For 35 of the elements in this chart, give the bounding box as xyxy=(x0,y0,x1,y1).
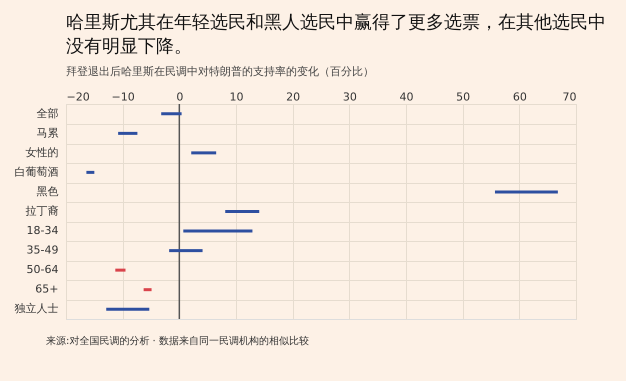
y-tick-label: 白葡萄酒 xyxy=(14,165,58,178)
bar xyxy=(144,288,152,292)
bar xyxy=(225,210,260,213)
y-tick-label: 65+ xyxy=(35,282,58,296)
y-tick-label: 黑色 xyxy=(36,184,58,198)
y-tick-label: 马累 xyxy=(36,126,58,140)
chart-title: 哈里斯尤其在年轻选民和黑人选民中赢得了更多选票，在其他选民中没有明显下降。 xyxy=(66,12,606,57)
y-tick-label: 全部 xyxy=(36,106,58,120)
bar xyxy=(161,112,182,116)
x-tick-label: −20 xyxy=(66,90,90,104)
x-tick-label: 40 xyxy=(400,90,414,104)
x-tick-label: 10 xyxy=(230,90,244,104)
bar xyxy=(494,190,558,194)
y-tick-label: 独立人士 xyxy=(14,302,58,316)
x-tick-label: −10 xyxy=(112,90,135,104)
x-tick-label: 30 xyxy=(342,90,357,104)
y-tick-label: 18-34 xyxy=(26,224,58,238)
y-tick-label: 50-64 xyxy=(26,263,58,276)
bar xyxy=(115,268,126,272)
chart-subtitle: 拜登退出后哈里斯在民调中对特朗普的支持率的变化（百分比） xyxy=(66,65,374,78)
bar xyxy=(86,170,94,174)
bar xyxy=(183,230,252,233)
y-tick-label: 女性的 xyxy=(26,146,58,159)
x-tick-label: 0 xyxy=(176,90,184,104)
y-tick-label: 35-49 xyxy=(26,244,58,257)
bar xyxy=(118,132,138,135)
bar xyxy=(169,249,203,252)
x-tick-label: 70 xyxy=(562,90,576,104)
x-tick-label: 60 xyxy=(512,90,527,104)
y-tick-label: 拉丁裔 xyxy=(26,204,58,218)
x-tick-label: 20 xyxy=(286,90,300,104)
x-tick-label: 50 xyxy=(456,90,470,104)
bar xyxy=(191,151,216,154)
source-note: 来源:对全国民调的分析 · 数据来自同一民调机构的相似比较 xyxy=(46,335,309,347)
bar xyxy=(106,308,150,311)
